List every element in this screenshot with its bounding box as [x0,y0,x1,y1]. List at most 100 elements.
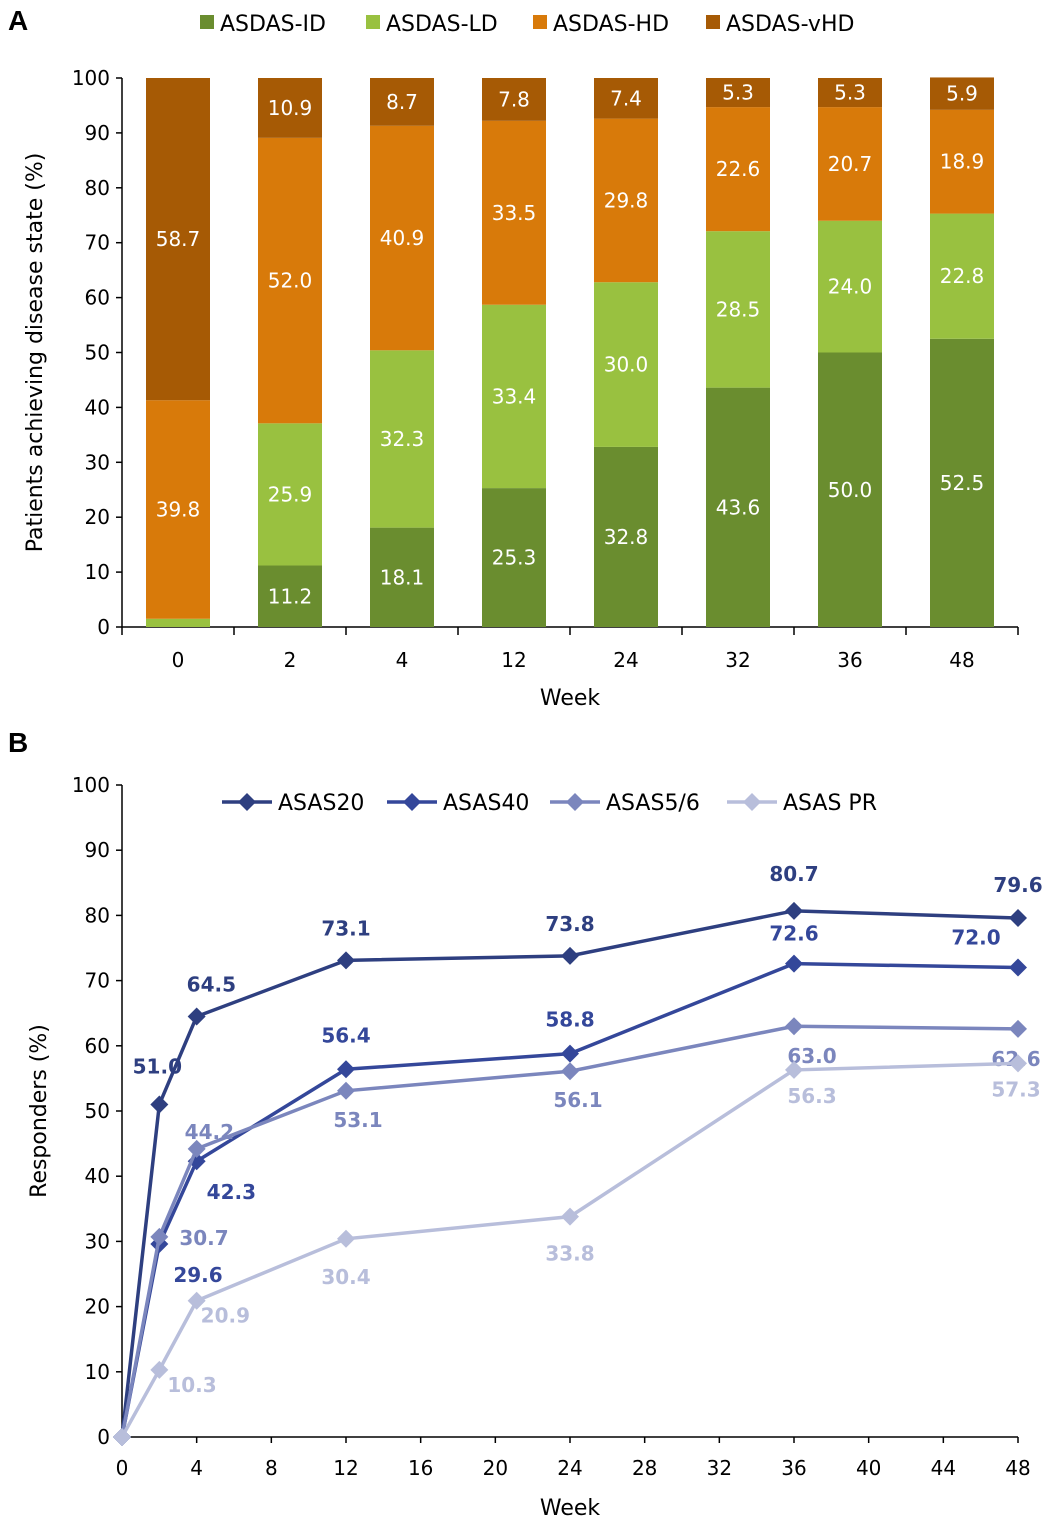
bar-data-label: 25.9 [268,482,313,506]
y-tick-label: 30 [85,1229,110,1253]
y-tick-label: 60 [85,1034,110,1058]
y-tick-label: 0 [97,1425,110,1449]
x-tick-label: 8 [265,1456,278,1480]
data-point-label: 10.3 [167,1373,216,1397]
x-axis-title: Week [540,1496,601,1521]
bar-segment-asdas-vhd [258,78,322,138]
stacked-bar-chart: 0 10 20 30 40 50 60 70 80 90 100 0 39.8 58.7 2 11.2 25.9… [23,12,1019,711]
bar-data-label: 5.3 [834,81,866,105]
bar-segment-asdas-hd [146,400,210,619]
x-tick-label: 48 [949,648,974,672]
bar-data-label: 8.7 [386,90,418,114]
legend-swatch [706,15,720,29]
bar-data-label: 25.3 [492,546,537,570]
y-tick-label: 20 [85,1295,110,1319]
y-tick-label: 0 [97,615,110,639]
bar-segment-asdas-ld [146,618,210,627]
data-point-marker [150,1360,169,1379]
bar-segment-asdas-hd [818,107,882,221]
y-tick-label: 10 [85,1360,110,1384]
data-point-label: 30.4 [321,1265,370,1289]
bar-segment-asdas-hd [930,109,994,214]
data-point-marker [1009,909,1027,928]
bar-segment-asdas-hd [258,137,322,424]
y-tick-label: 50 [85,1099,110,1123]
bar-segment-asdas-hd [482,120,546,305]
data-point-label: 72.6 [769,922,818,946]
bar-data-label: 32.3 [380,427,425,451]
data-point-marker [337,1229,355,1248]
data-point-marker [150,1095,169,1114]
x-tick-label: 4 [396,648,409,672]
y-tick-label: 40 [85,1164,110,1188]
data-point-marker [113,1428,131,1446]
x-tick-label: 24 [613,648,638,672]
bar-segment-asdas-id [818,352,882,627]
bar-segment-asdas-vhd [706,78,770,108]
bar-segment-asdas-id [370,527,434,627]
bar-segment-asdas-hd [594,118,658,283]
bar-data-label: 20.7 [828,152,873,176]
bar-data-label: 50.0 [828,478,873,502]
data-point-marker [1009,1019,1027,1038]
data-point-label: 73.8 [545,912,594,936]
legend-entry: ASDAS-ID [220,12,326,37]
bar-data-label: 52.5 [940,471,985,495]
bar-data-label: 18.9 [940,150,985,174]
bar-segment-asdas-ld [482,304,546,489]
y-tick-label: 50 [85,341,110,365]
data-point-marker [785,901,803,920]
bar-segment-asdas-ld [258,423,322,566]
y-tick-label: 100 [72,773,110,797]
data-point-label: 56.1 [553,1088,602,1112]
data-point-marker [1009,958,1027,977]
legend-marker [403,793,421,811]
data-point-label: 79.6 [993,873,1042,897]
bar-data-label: 11.2 [268,584,313,608]
data-point-label: 20.9 [201,1304,250,1328]
x-tick-label: 12 [333,1456,358,1480]
bar-segment-asdas-vhd [370,78,434,126]
y-tick-label: 30 [85,450,110,474]
panel-b-label: B [8,727,28,758]
bar-data-label: 7.8 [498,87,530,111]
x-tick-label: 44 [931,1456,956,1480]
data-point-label: 53.1 [333,1108,382,1132]
data-point-marker [187,1291,206,1310]
x-tick-label: 32 [725,648,750,672]
y-tick-label: 90 [85,121,110,145]
legend-entry: ASDAS-LD [386,12,498,37]
x-tick-label: 40 [856,1456,881,1480]
legend-entry: ASDAS-vHD [726,12,854,37]
data-point-label: 56.4 [321,1023,370,1047]
bar-segment-asdas-ld [594,282,658,447]
data-point-label: 56.3 [787,1084,836,1108]
bar-data-label: 24.0 [828,275,873,299]
bar-data-label: 43.6 [716,495,761,519]
bar-data-label: 39.8 [156,498,201,522]
bar-segment-asdas-vhd [146,78,210,401]
data-point-marker [187,1007,206,1026]
series-line-asas20 [120,909,1019,1438]
y-tick-label: 70 [85,969,110,993]
bar-segment-asdas-ld [930,213,994,339]
y-tick-label: 100 [72,66,110,90]
bar-data-label: 5.3 [722,81,754,105]
data-point-marker [150,1227,169,1246]
x-tick-label: 20 [483,1456,508,1480]
bar-data-label: 28.5 [716,297,761,321]
data-point-label: 42.3 [207,1180,256,1204]
x-tick-label: 48 [1005,1456,1030,1480]
bar-data-label: 32.8 [604,525,649,549]
data-point-marker [337,1060,355,1079]
bar-segment-asdas-id [482,488,546,627]
data-point-label: 30.7 [179,1226,228,1250]
bar-data-label: 10.9 [268,96,313,120]
data-point-marker [785,1017,803,1036]
x-tick-label: 4 [190,1456,203,1480]
x-tick-label: 12 [501,648,526,672]
bar-segment-asdas-ld [706,231,770,388]
panel-a-label: A [8,5,28,36]
bar-data-label: 30.0 [604,353,649,377]
bar-data-label: 7.4 [610,86,642,110]
